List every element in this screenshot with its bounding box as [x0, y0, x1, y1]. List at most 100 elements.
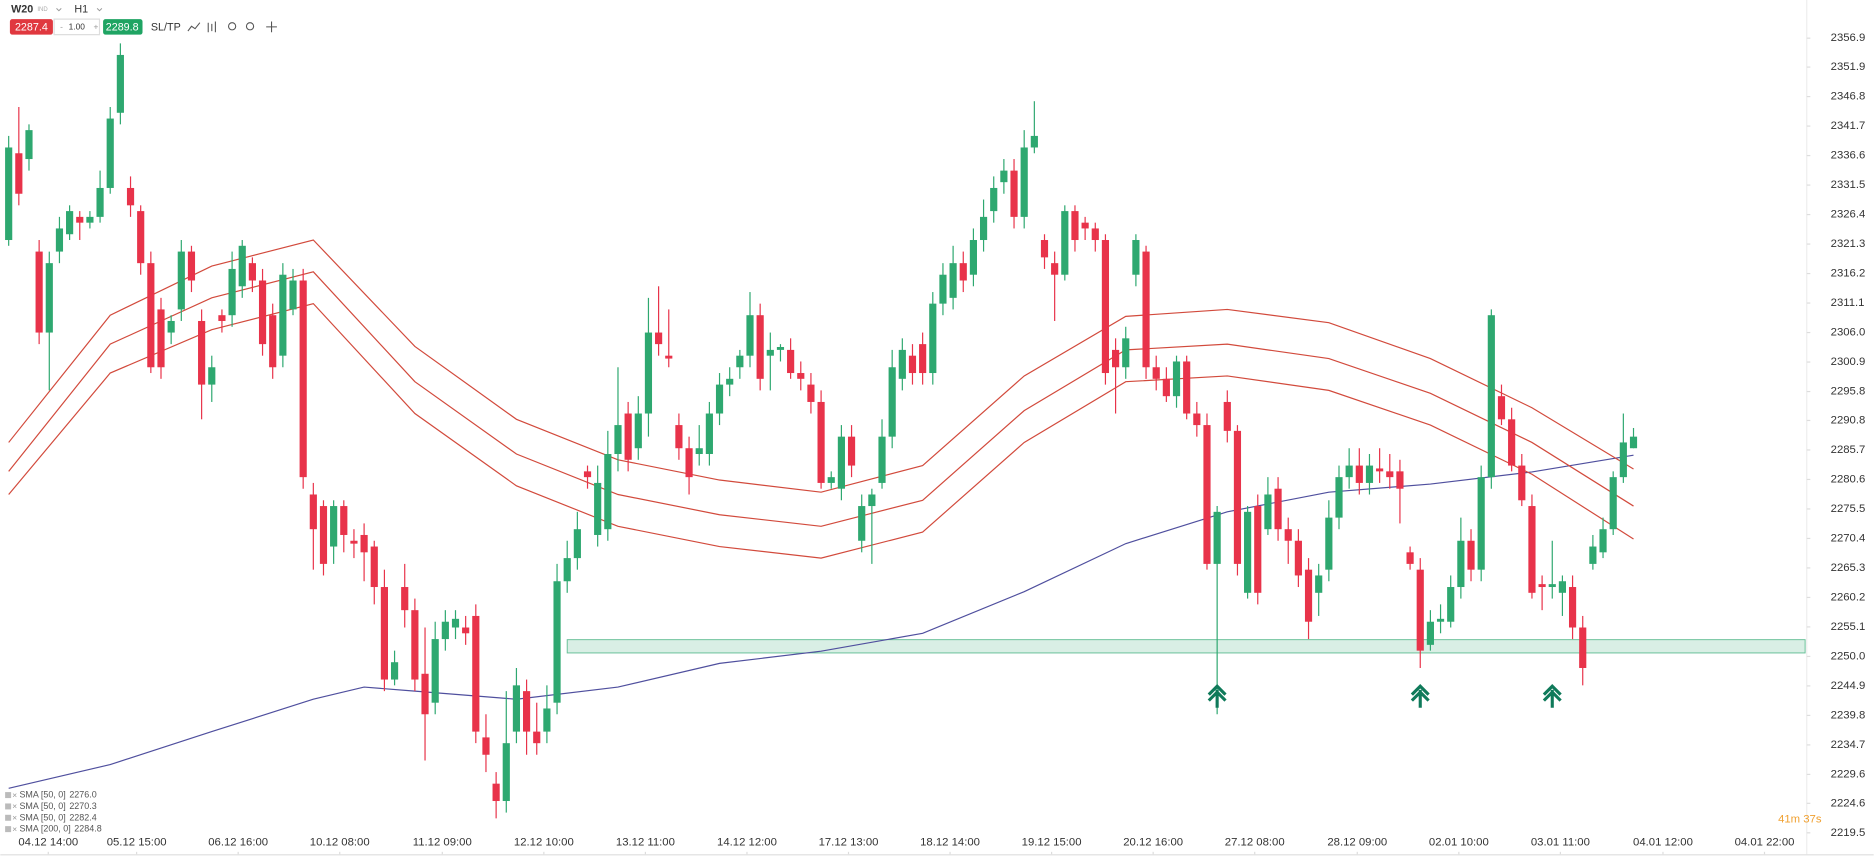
- candle-body: [350, 540, 358, 544]
- y-tick-label: 2306.0: [1831, 327, 1866, 339]
- candle-body: [1081, 222, 1089, 229]
- legend-value: 2282.4: [69, 813, 96, 823]
- y-tick-label: 2351.9: [1831, 61, 1866, 73]
- legend-name: SMA [50, 0]: [19, 813, 65, 823]
- legend-icon: [5, 792, 12, 799]
- candle-body: [1213, 511, 1221, 564]
- candle-body: [309, 494, 317, 530]
- legend-name: SMA [50, 0]: [19, 801, 65, 811]
- candle-body: [198, 320, 206, 385]
- y-tick-label: 2346.8: [1831, 91, 1866, 103]
- candle-body: [35, 251, 43, 333]
- candle-body: [1142, 251, 1150, 368]
- candle-body: [1518, 465, 1526, 501]
- y-tick-label: 2250.0: [1831, 650, 1866, 662]
- dropdown[interactable]: [56, 8, 62, 12]
- x-tick-label: 04.01 12:00: [1633, 836, 1693, 848]
- candle-body: [1589, 546, 1597, 564]
- candle-body: [1061, 211, 1069, 275]
- legend-entry: SMA [50, 0] 2276.0: [19, 790, 96, 800]
- plot: [5, 43, 1806, 819]
- zoom-in[interactable]: [245, 22, 255, 31]
- candle-body: [543, 708, 551, 732]
- legend-name: SMA [50, 0]: [19, 790, 65, 800]
- y-tick-label: 2285.7: [1831, 444, 1866, 456]
- candle-body: [502, 743, 510, 802]
- candle-body: [1457, 540, 1465, 588]
- y-tick-label: 2290.8: [1831, 414, 1866, 426]
- candle-body: [1000, 170, 1008, 183]
- candle-body: [1325, 517, 1333, 570]
- candle-body: [1416, 569, 1424, 651]
- interval[interactable]: H1: [74, 3, 88, 15]
- candle-body: [15, 153, 23, 194]
- candle-body: [208, 367, 216, 385]
- crosshair[interactable]: [266, 21, 277, 33]
- candle-body: [441, 621, 449, 640]
- y-tick-label: 2316.2: [1831, 268, 1866, 280]
- candle-body: [1101, 240, 1110, 374]
- zoom-out[interactable]: [227, 22, 237, 31]
- symbol[interactable]: W20: [11, 3, 33, 15]
- plus[interactable]: +: [94, 22, 99, 32]
- y-tick-label: 2234.7: [1831, 739, 1866, 751]
- candle-body: [858, 506, 866, 541]
- x-tick-label: 27.12 08:00: [1225, 836, 1285, 848]
- sltp[interactable]: SL/TP: [151, 21, 181, 33]
- candle-body: [969, 240, 977, 275]
- candle-body: [1183, 361, 1191, 414]
- legend-close: ×: [12, 790, 17, 800]
- sell-price[interactable]: 2287.4: [15, 21, 48, 33]
- candle-body: [594, 482, 602, 535]
- sell-button[interactable]: [9, 19, 53, 35]
- candle-body: [797, 373, 805, 379]
- candle-body: [1386, 471, 1394, 478]
- candle-body: [655, 332, 663, 345]
- volume-field[interactable]: [53, 18, 101, 36]
- candle-body: [685, 448, 693, 478]
- line-tool[interactable]: [187, 22, 201, 32]
- x-tick-label: 14.12 12:00: [717, 836, 777, 848]
- candle-tool[interactable]: [207, 21, 216, 33]
- legend-icon: [5, 814, 12, 821]
- candle-body: [1020, 147, 1028, 217]
- buy-price[interactable]: 2289.8: [106, 21, 139, 33]
- candle-body: [86, 216, 94, 223]
- candle-body: [258, 280, 267, 345]
- y-tick-label: 2224.6: [1831, 797, 1866, 809]
- volume[interactable]: 1.00: [69, 22, 86, 32]
- timer: 41m 37s: [1778, 814, 1822, 826]
- candle-body: [1467, 540, 1475, 570]
- legend-value: 2276.0: [69, 790, 96, 800]
- candle-body: [1122, 338, 1130, 368]
- y-tick-label: 2229.6: [1831, 768, 1866, 780]
- buy-button[interactable]: [103, 19, 143, 35]
- candle-body: [1112, 349, 1120, 368]
- candle-body: [766, 349, 774, 356]
- candle-body: [299, 280, 307, 478]
- candle-body: [1497, 396, 1506, 420]
- dropdown[interactable]: [96, 8, 103, 12]
- candle-body: [634, 413, 642, 449]
- candle-body: [1487, 315, 1495, 478]
- candle-body: [1396, 471, 1404, 489]
- candle-body: [1335, 477, 1343, 518]
- candle-body: [583, 471, 592, 478]
- candle-body: [807, 384, 815, 402]
- candle-body: [675, 425, 683, 449]
- candle-body: [238, 245, 246, 287]
- legend-entry: SMA [50, 0] 2282.4: [19, 813, 96, 823]
- x-tick-label: 02.01 10:00: [1429, 836, 1489, 848]
- candle-body: [76, 216, 84, 223]
- candle-body: [116, 54, 124, 113]
- legend-close: ×: [12, 813, 17, 823]
- candle-body: [573, 529, 581, 559]
- candle-body: [411, 610, 419, 680]
- y-tick-label: 2275.5: [1831, 503, 1866, 515]
- candle-body: [1406, 552, 1414, 564]
- candle-body: [1172, 361, 1181, 397]
- legend-entry: SMA [200, 0] 2284.8: [19, 824, 101, 834]
- x-tick-label: 18.12 14:00: [920, 836, 980, 848]
- minus[interactable]: -: [60, 22, 63, 32]
